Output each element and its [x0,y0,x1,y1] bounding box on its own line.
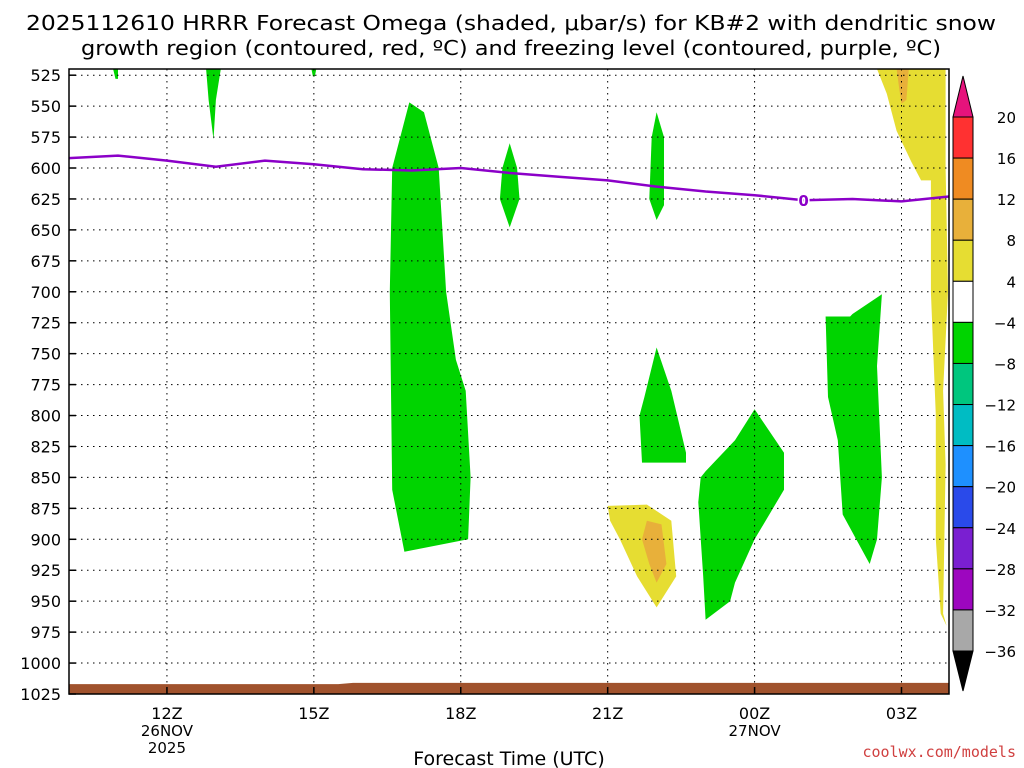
omega-green-22z-lower [639,347,686,463]
x-axis-title: Forecast Time (UTC) [413,748,604,768]
x-tick-label: 18Z [445,704,476,723]
omega-green-dot-11z [113,69,118,79]
colorbar-label: 4 [1006,273,1016,291]
y-tick-label: 825 [30,437,61,456]
y-tick-label: 875 [30,499,61,518]
omega-green-17z [389,102,471,552]
freezing-level-line [69,154,949,203]
colorbar-swatch [952,609,974,652]
y-tick-label: 1025 [20,685,61,704]
y-tick-label: 775 [30,376,61,395]
gridlines [69,69,949,694]
x-tick-label: 00Z [739,704,770,723]
x-date-label: 26NOV [141,722,194,740]
omega-green-02z [825,294,882,564]
y-tick-label: 900 [30,530,61,549]
chart-title: 2025112610 HRRR Forecast Omega (shaded, … [26,11,996,35]
omega-green-spike-13z [206,69,221,140]
colorbar-swatch [952,568,974,611]
omega-green-22z-upper [649,112,664,220]
omega-yellow-right-edge [930,168,948,626]
colorbar-label: −24 [984,520,1016,538]
colorbar-swatch [952,527,974,570]
colorbar: 20 16 12 8 4 −4 −8 −12 −16 −20 −24 −28 −32 −36 [952,75,1016,692]
y-tick-label: 675 [30,252,61,271]
colorbar-label: −32 [984,602,1016,620]
x-tick-label: 03Z [886,704,917,723]
omega-orange-03z [896,69,909,104]
omega-yellow-21z [607,504,677,608]
colorbar-swatch [952,445,974,488]
colorbar-swatch [952,404,974,447]
colorbar-label: −36 [984,643,1016,661]
terrain [69,682,949,694]
colorbar-swatch [952,157,974,200]
y-tick-label: 750 [30,345,61,364]
y-tick-label: 800 [30,407,61,426]
y-axis: 525 550 575 600 625 650 675 700 725 750 775 800 825 8… [20,66,76,704]
y-tick-label: 650 [30,221,61,240]
colorbar-swatch [952,321,974,364]
x-tick-label: 12Z [151,704,182,723]
omega-green-23z [698,409,784,620]
colorbar-swatch [952,486,974,529]
plot-area: 0 [69,69,949,694]
colorbar-label: 8 [1006,232,1016,250]
colorbar-bottom-arrow [952,650,974,692]
surface-layer [69,682,949,694]
y-tick-label: 950 [30,592,61,611]
x-tick-label: 15Z [298,704,329,723]
colorbar-top-arrow [952,75,974,118]
colorbar-label: −16 [984,438,1016,456]
colorbar-label: 20 [997,109,1016,127]
x-year-label: 2025 [148,739,186,757]
y-tick-label: 725 [30,314,61,333]
plot-frame [68,68,950,695]
omega-green-dot-15z [311,69,317,77]
colorbar-label: 12 [997,191,1016,209]
y-tick-label: 525 [30,66,61,85]
x-date-label: 27NOV [729,722,782,740]
colorbar-swatch [952,116,974,159]
y-tick-label: 975 [30,623,61,642]
credit-text: coolwx.com/models [862,743,1016,761]
colorbar-label: 16 [997,150,1016,168]
x-tick-label: 21Z [592,704,623,723]
y-tick-label: 550 [30,97,61,116]
omega-shaded-regions [113,69,948,626]
colorbar-label: −8 [994,355,1016,373]
freezing-level-label: 0 [798,192,808,210]
colorbar-swatch [952,280,974,323]
y-tick-label: 700 [30,283,61,302]
y-tick-label: 850 [30,468,61,487]
colorbar-label: −12 [984,397,1016,415]
colorbar-swatch [952,239,974,282]
y-tick-label: 600 [30,159,61,178]
colorbar-label: −4 [994,314,1016,332]
omega-green-19z [499,143,520,228]
freezing-level-layer: 0 [69,154,949,212]
colorbar-label: −28 [984,561,1016,579]
colorbar-swatch [952,362,974,406]
y-tick-label: 625 [30,190,61,209]
chart-subtitle: growth region (contoured, red, ºC) and f… [81,36,941,60]
colorbar-swatch [952,198,974,241]
y-tick-label: 1000 [20,654,61,673]
omega-yellow-03z [877,69,946,181]
y-tick-label: 575 [30,128,61,147]
omega-orange-22z [642,520,667,583]
colorbar-label: −20 [984,479,1016,497]
y-tick-label: 925 [30,561,61,580]
